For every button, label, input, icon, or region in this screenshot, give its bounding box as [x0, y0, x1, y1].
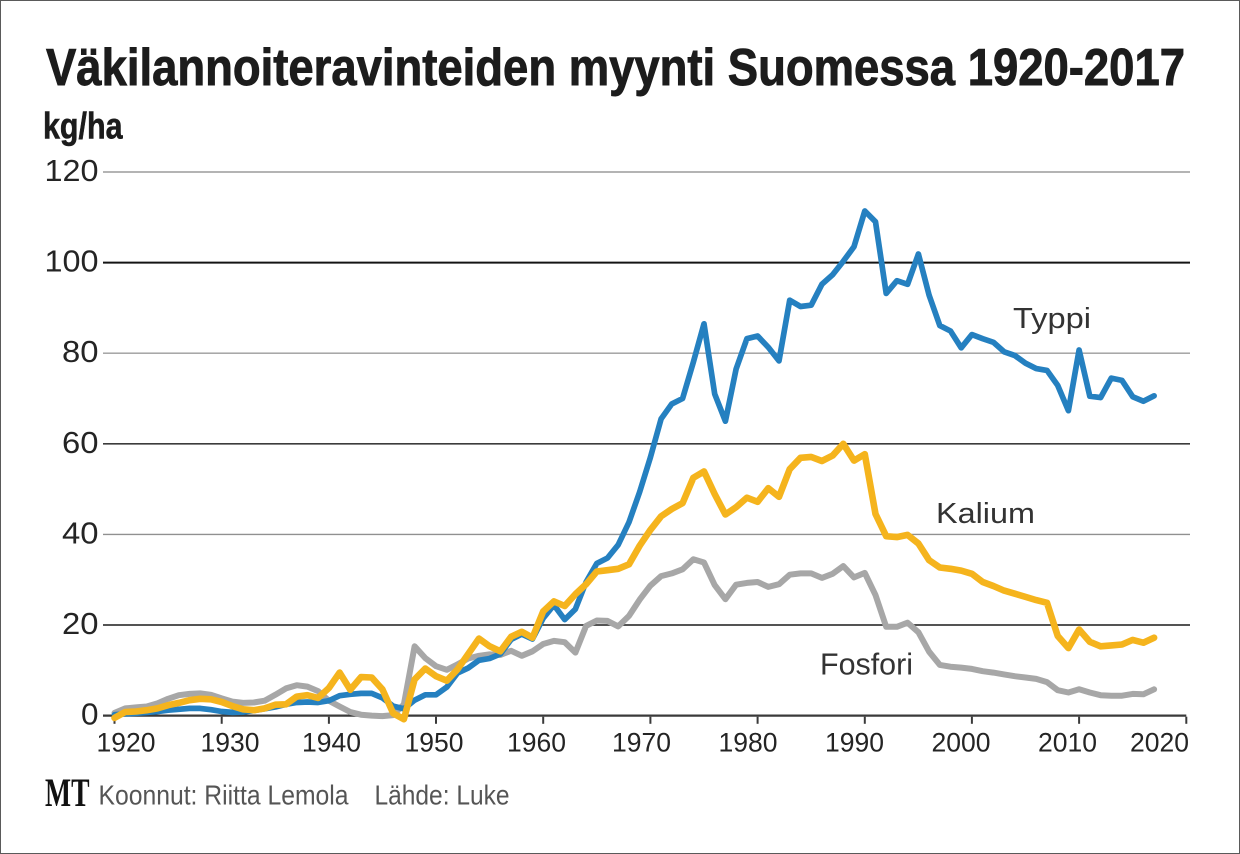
- svg-text:MT: MT: [45, 770, 90, 815]
- svg-text:1990: 1990: [825, 728, 884, 758]
- svg-text:Fosfori: Fosfori: [820, 648, 913, 682]
- svg-text:1930: 1930: [201, 728, 260, 758]
- svg-text:100: 100: [45, 245, 99, 279]
- svg-text:1950: 1950: [405, 728, 464, 758]
- svg-text:120: 120: [45, 154, 99, 188]
- svg-text:40: 40: [62, 516, 99, 550]
- svg-text:Typpi: Typpi: [1013, 303, 1091, 335]
- svg-text:Lähde: Luke: Lähde: Luke: [375, 780, 510, 811]
- svg-text:1970: 1970: [612, 728, 671, 758]
- svg-text:Kalium: Kalium: [936, 498, 1035, 530]
- svg-text:2020: 2020: [1130, 728, 1189, 758]
- svg-text:Koonnut: Riitta Lemola: Koonnut: Riitta Lemola: [99, 780, 349, 811]
- svg-text:Väkilannoiteravinteiden myynti: Väkilannoiteravinteiden myynti Suomessa …: [46, 39, 1185, 97]
- svg-text:2000: 2000: [932, 728, 991, 758]
- svg-text:1960: 1960: [507, 728, 566, 758]
- svg-text:60: 60: [62, 426, 99, 460]
- svg-text:20: 20: [62, 607, 99, 641]
- svg-text:1920: 1920: [97, 728, 156, 758]
- svg-text:kg/ha: kg/ha: [43, 105, 123, 146]
- svg-text:1980: 1980: [719, 728, 778, 758]
- svg-text:0: 0: [81, 698, 99, 732]
- svg-text:1940: 1940: [302, 728, 361, 758]
- svg-text:80: 80: [62, 335, 99, 369]
- svg-text:2010: 2010: [1038, 728, 1097, 758]
